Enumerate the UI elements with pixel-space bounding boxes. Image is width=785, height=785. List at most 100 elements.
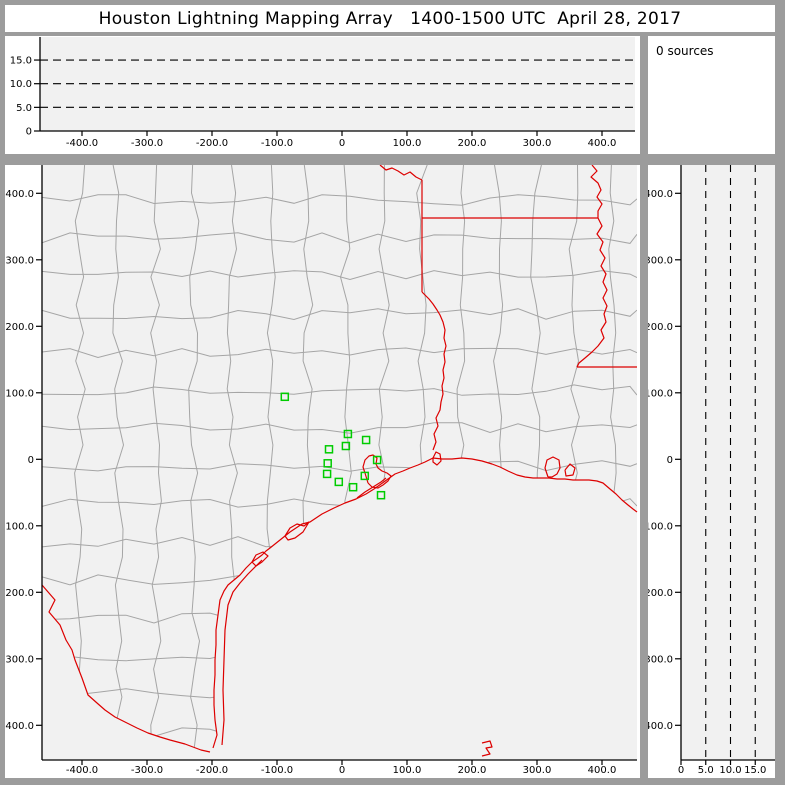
- y-tick-label: 100.0: [5, 388, 34, 399]
- x-tick-label: 5.0: [698, 765, 714, 776]
- x-tick-label: 10.0: [719, 765, 741, 776]
- y-tick-label: 100.0: [648, 388, 673, 399]
- county-line-vertical: [188, 165, 201, 752]
- y-axis-ticks: 15.0 10.0 5.0 0: [10, 56, 40, 138]
- county-line-horizontal: [42, 460, 637, 472]
- y-tick-label: 15.0: [10, 56, 32, 67]
- plan-view-map-plot: 400.0300.0200.0100.00-100.0-200.0-300.0-…: [5, 165, 638, 776]
- y-tick-label: -400.0: [648, 721, 673, 732]
- y-tick-label: -200.0: [5, 588, 34, 599]
- altitude-east-west-panel: 15.0 10.0 5.0 0 -400.0 -300.0 -200.0 -100.0 0 100…: [5, 36, 640, 154]
- plot-background: [40, 37, 635, 131]
- y-tick-label: 5.0: [16, 103, 32, 114]
- y-tick-label: -100.0: [5, 521, 34, 532]
- y-tick-label: -400.0: [5, 721, 34, 732]
- y-tick-label: 200.0: [5, 322, 34, 333]
- sources-count: 0 sources: [656, 44, 714, 58]
- altitude-north-south-plot: 400.0 300.0 200.0 100.0 0 -100.0 -200.0 -300.0 -…: [648, 165, 775, 776]
- county-line-horizontal: [42, 347, 637, 359]
- calcasieu-lake: [544, 456, 561, 478]
- y-tick-label: 10.0: [10, 79, 32, 90]
- y-tick-label: 200.0: [648, 322, 673, 333]
- title-bar: Houston Lightning Mapping Array 1400-150…: [5, 5, 775, 32]
- x-tick-label: -200.0: [196, 765, 228, 776]
- lma-station-marker: [361, 435, 371, 445]
- sabine-lake: [432, 451, 442, 466]
- county-line-horizontal: [42, 308, 637, 321]
- x-tick-label: 0: [339, 138, 345, 149]
- window-title: Houston Lightning Mapping Array 1400-150…: [98, 8, 682, 29]
- x-tick-label: -100.0: [261, 138, 293, 149]
- x-tick-label: -400.0: [66, 765, 98, 776]
- x-tick-label: 400.0: [588, 765, 617, 776]
- lake-lobe: [564, 463, 576, 477]
- altitude-east-west-plot: 15.0 10.0 5.0 0 -400.0 -300.0 -200.0 -100.0 0 100…: [10, 37, 635, 149]
- plot-background: [42, 165, 637, 760]
- gulf-coastline: [212, 457, 638, 749]
- x-tick-label: -400.0: [66, 138, 98, 149]
- mississippi-river: [576, 165, 608, 368]
- x-axis-ticks: -400.0 -300.0 -200.0 -100.0 0 100.0 200.0 300.0…: [66, 131, 616, 149]
- x-tick-label: 300.0: [523, 138, 552, 149]
- lma-station-marker: [343, 429, 353, 439]
- lma-station-marker: [341, 441, 351, 451]
- county-line-horizontal: [42, 270, 637, 281]
- county-line-vertical: [112, 165, 125, 752]
- lma-station-marker: [360, 471, 370, 481]
- lma-station-markers: [280, 392, 386, 500]
- y-tick-label: -300.0: [648, 654, 673, 665]
- y-tick-label: 0: [667, 455, 673, 466]
- x-axis-ticks: 0 5.0 10.0 15.0: [678, 760, 766, 776]
- x-tick-label: 15.0: [744, 765, 766, 776]
- state-borders-and-coastline: [41, 165, 638, 757]
- lma-station-marker: [322, 469, 332, 479]
- gulf-islet: [481, 740, 493, 757]
- x-tick-label: 200.0: [458, 138, 487, 149]
- lma-station-marker: [323, 459, 332, 468]
- x-tick-label: 100.0: [393, 138, 422, 149]
- x-tick-label: -200.0: [196, 138, 228, 149]
- lma-station-marker: [372, 455, 382, 465]
- y-tick-label: 0: [28, 455, 34, 466]
- y-tick-label: 400.0: [648, 189, 673, 200]
- corpus-christi-bay: [251, 551, 269, 567]
- county-line-horizontal: [42, 232, 637, 244]
- y-tick-label: 300.0: [648, 255, 673, 266]
- county-line-horizontal: [42, 384, 637, 396]
- matagorda-bay: [284, 521, 310, 541]
- altitude-gridlines: [705, 165, 756, 760]
- x-tick-label: -300.0: [131, 138, 163, 149]
- lma-station-marker: [280, 392, 290, 402]
- altitude-north-south-panel: 400.0 300.0 200.0 100.0 0 -100.0 -200.0 -300.0 -…: [648, 165, 775, 778]
- county-line-vertical: [150, 165, 162, 752]
- sources-panel: 0 sources: [648, 36, 775, 154]
- lma-station-marker: [324, 445, 334, 454]
- x-tick-label: -100.0: [261, 765, 293, 776]
- sabine-river-border: [421, 291, 447, 451]
- x-tick-label: 200.0: [458, 765, 487, 776]
- lma-station-marker: [376, 490, 386, 500]
- y-tick-label: -200.0: [648, 588, 673, 599]
- y-tick-label: -100.0: [648, 521, 673, 532]
- x-tick-label: 100.0: [393, 765, 422, 776]
- x-tick-label: 0: [678, 765, 684, 776]
- rio-grande-border: [41, 584, 211, 753]
- y-tick-label: 400.0: [5, 189, 34, 200]
- x-axis-ticks: -400.0 -300.0 -200.0 -100.0 0 100.0 200.0 300.0…: [66, 760, 616, 776]
- padre-island: [221, 559, 263, 746]
- galveston-bay: [362, 454, 392, 489]
- plot-background: [681, 165, 775, 760]
- county-line-horizontal: [42, 194, 637, 206]
- x-tick-label: -300.0: [131, 765, 163, 776]
- county-line-horizontal: [42, 422, 637, 434]
- plan-view-map-panel: 400.0300.0200.0100.00-100.0-200.0-300.0-…: [5, 165, 640, 778]
- y-tick-label: 300.0: [5, 255, 34, 266]
- x-tick-label: 0: [339, 765, 345, 776]
- y-tick-label: -300.0: [5, 654, 34, 665]
- altitude-gridlines: [40, 59, 635, 108]
- y-axis-ticks: 400.0 300.0 200.0 100.0 0 -100.0 -200.0 -300.0 -…: [5, 189, 42, 732]
- x-tick-label: 300.0: [523, 765, 552, 776]
- lma-station-marker: [334, 477, 344, 487]
- red-river-border: [379, 165, 423, 181]
